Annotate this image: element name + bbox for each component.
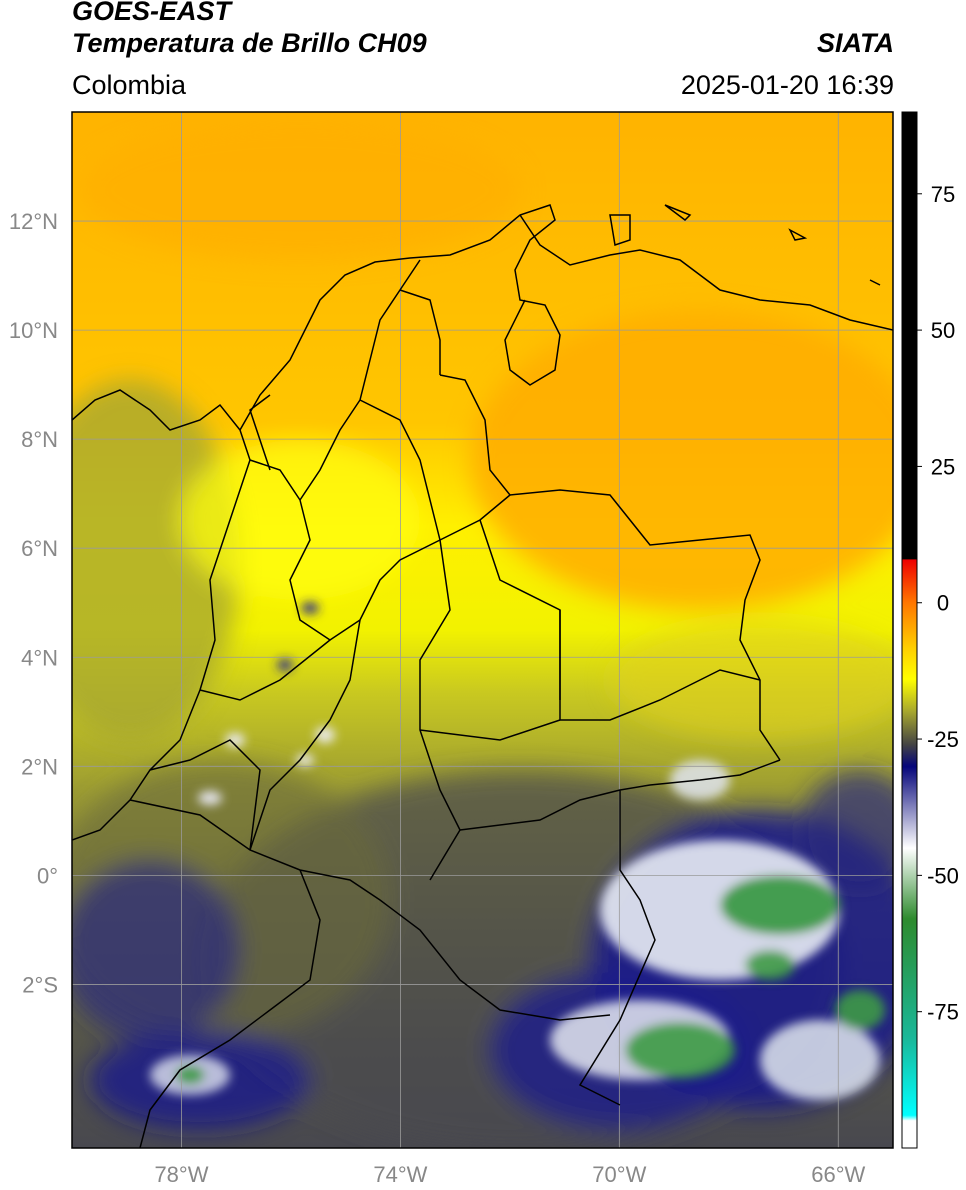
agency-label: SIATA bbox=[817, 28, 894, 58]
colorbar: 75 50 25 0 -25 -50 -75 bbox=[901, 111, 959, 1149]
datetime-label: 2025-01-20 16:39 bbox=[680, 70, 894, 100]
colorbar-tick-label: 75 bbox=[931, 182, 955, 207]
map-frame bbox=[71, 111, 894, 1149]
venezuela-brazil-border bbox=[559, 610, 761, 721]
longitude-tick-label: 74°W bbox=[373, 1162, 427, 1187]
region-label: Colombia bbox=[72, 70, 187, 100]
satellite-title: GOES-EAST bbox=[72, 0, 232, 26]
colorbar-scale bbox=[902, 112, 917, 1148]
colorbar-tick-label: -75 bbox=[927, 1000, 959, 1025]
latitude-tick-label: 6°N bbox=[21, 536, 58, 561]
longitude-tick-label: 66°W bbox=[811, 1162, 865, 1187]
latitude-tick-label: 4°N bbox=[21, 645, 58, 670]
colorbar-tick-label: 0 bbox=[937, 591, 949, 616]
latitude-tick-label: 8°N bbox=[21, 427, 58, 452]
colombia-venezuela-border bbox=[439, 374, 781, 761]
ecuador-peru-border bbox=[139, 869, 321, 1148]
colorbar-tick-label: -25 bbox=[927, 727, 959, 752]
latitude-tick-label: 0° bbox=[37, 863, 58, 888]
colorbar-tick-label: 50 bbox=[931, 318, 955, 343]
longitude-labels: 78°W 74°W 70°W 66°W bbox=[154, 1162, 865, 1187]
latitude-tick-label: 2°N bbox=[21, 754, 58, 779]
colorbar-ticks: 75 50 25 0 -25 -50 -75 bbox=[917, 182, 959, 1025]
caribbean-coastline bbox=[239, 204, 561, 431]
colorbar-tick-label: 25 bbox=[931, 454, 955, 479]
colombia-brazil-border bbox=[578, 759, 781, 1106]
latitude-tick-label: 12°N bbox=[9, 209, 58, 234]
pacific-coastline bbox=[72, 389, 251, 841]
colombia-south-border bbox=[129, 799, 611, 1021]
longitude-tick-label: 78°W bbox=[154, 1162, 208, 1187]
longitude-tick-label: 70°W bbox=[592, 1162, 646, 1187]
latitude-tick-label: 2°S bbox=[22, 972, 58, 997]
latitude-labels: 12°N 10°N 8°N 6°N 4°N 2°N 0° 2°S bbox=[9, 209, 58, 997]
satellite-imagery bbox=[72, 112, 893, 1148]
venezuela-coastline bbox=[519, 214, 893, 331]
colorbar-frame bbox=[901, 111, 918, 1149]
borders-layer bbox=[72, 204, 893, 1148]
graticule bbox=[72, 112, 893, 1148]
latitude-tick-label: 10°N bbox=[9, 318, 58, 343]
product-title: Temperatura de Brillo CH09 bbox=[72, 28, 427, 58]
islands bbox=[609, 204, 881, 286]
colorbar-tick-label: -50 bbox=[927, 863, 959, 888]
